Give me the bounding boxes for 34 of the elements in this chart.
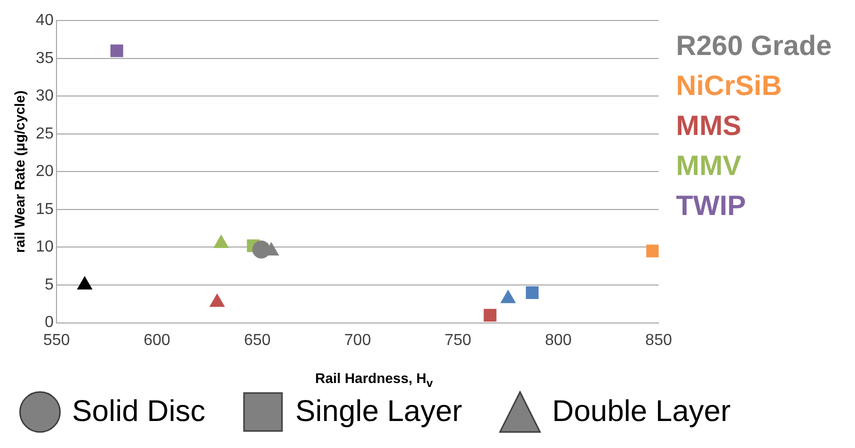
point bbox=[526, 286, 539, 299]
y-tick-label: 10 bbox=[36, 238, 54, 256]
y-tick-label: 15 bbox=[36, 200, 54, 218]
text: Solid Disc bbox=[72, 395, 206, 429]
x-tick-label: 750 bbox=[444, 332, 472, 349]
text: MMV bbox=[676, 149, 742, 183]
text: TWIP bbox=[676, 189, 747, 223]
y-tick-label: 30 bbox=[36, 88, 54, 105]
point bbox=[252, 240, 270, 259]
point bbox=[110, 44, 124, 58]
point bbox=[209, 293, 225, 307]
text: Single Layer bbox=[295, 395, 462, 429]
text: NiCrSiB bbox=[676, 69, 783, 103]
y-tick-label: 0 bbox=[44, 314, 54, 332]
point bbox=[500, 290, 516, 304]
point bbox=[213, 234, 229, 248]
x-tick-label: 850 bbox=[645, 332, 672, 349]
y-tick-label: 20 bbox=[36, 163, 54, 180]
text: Double Layer bbox=[552, 395, 731, 429]
x-tick-label: 650 bbox=[244, 332, 271, 349]
point bbox=[76, 276, 92, 290]
y-tick-label: 40 bbox=[36, 12, 54, 30]
text: MMS bbox=[676, 109, 742, 143]
y-tick-label: 35 bbox=[36, 50, 54, 67]
x-tick-label: 700 bbox=[344, 332, 372, 349]
y-tick-label: 25 bbox=[36, 125, 54, 142]
y-axis-title: rail Wear Rate (μg/cycle) bbox=[11, 90, 28, 253]
point bbox=[646, 244, 659, 258]
text: R260 Grade bbox=[676, 29, 832, 63]
x-axis-title: Rail Hardness, H$_{v}$ bbox=[314, 370, 434, 390]
x-tick-label: 550 bbox=[43, 332, 70, 349]
y-tick-label: 5 bbox=[44, 276, 54, 294]
x-tick-label: 600 bbox=[144, 332, 170, 349]
x-tick-label: 800 bbox=[544, 332, 572, 349]
